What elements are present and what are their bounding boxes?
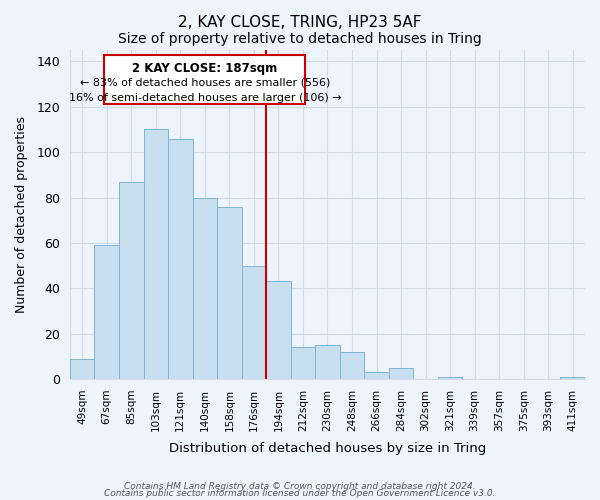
Text: 2 KAY CLOSE: 187sqm: 2 KAY CLOSE: 187sqm	[132, 62, 277, 76]
Text: Contains public sector information licensed under the Open Government Licence v3: Contains public sector information licen…	[104, 490, 496, 498]
Text: Size of property relative to detached houses in Tring: Size of property relative to detached ho…	[118, 32, 482, 46]
Bar	[143, 130, 168, 379]
Bar	[438, 377, 463, 379]
Bar	[104, 54, 305, 104]
Bar	[242, 266, 266, 379]
Text: 16% of semi-detached houses are larger (106) →: 16% of semi-detached houses are larger (…	[68, 93, 341, 103]
Bar	[315, 345, 340, 379]
X-axis label: Distribution of detached houses by size in Tring: Distribution of detached houses by size …	[169, 442, 486, 455]
Bar	[168, 138, 193, 379]
Bar	[364, 372, 389, 379]
Bar	[266, 282, 290, 379]
Bar	[70, 358, 94, 379]
Bar	[94, 245, 119, 379]
Bar	[560, 377, 585, 379]
Bar	[193, 198, 217, 379]
Y-axis label: Number of detached properties: Number of detached properties	[15, 116, 28, 313]
Text: ← 83% of detached houses are smaller (556): ← 83% of detached houses are smaller (55…	[80, 77, 330, 87]
Bar	[389, 368, 413, 379]
Text: Contains HM Land Registry data © Crown copyright and database right 2024.: Contains HM Land Registry data © Crown c…	[124, 482, 476, 491]
Bar	[119, 182, 143, 379]
Bar	[290, 348, 315, 379]
Text: 2, KAY CLOSE, TRING, HP23 5AF: 2, KAY CLOSE, TRING, HP23 5AF	[178, 15, 422, 30]
Bar	[340, 352, 364, 379]
Bar	[217, 206, 242, 379]
